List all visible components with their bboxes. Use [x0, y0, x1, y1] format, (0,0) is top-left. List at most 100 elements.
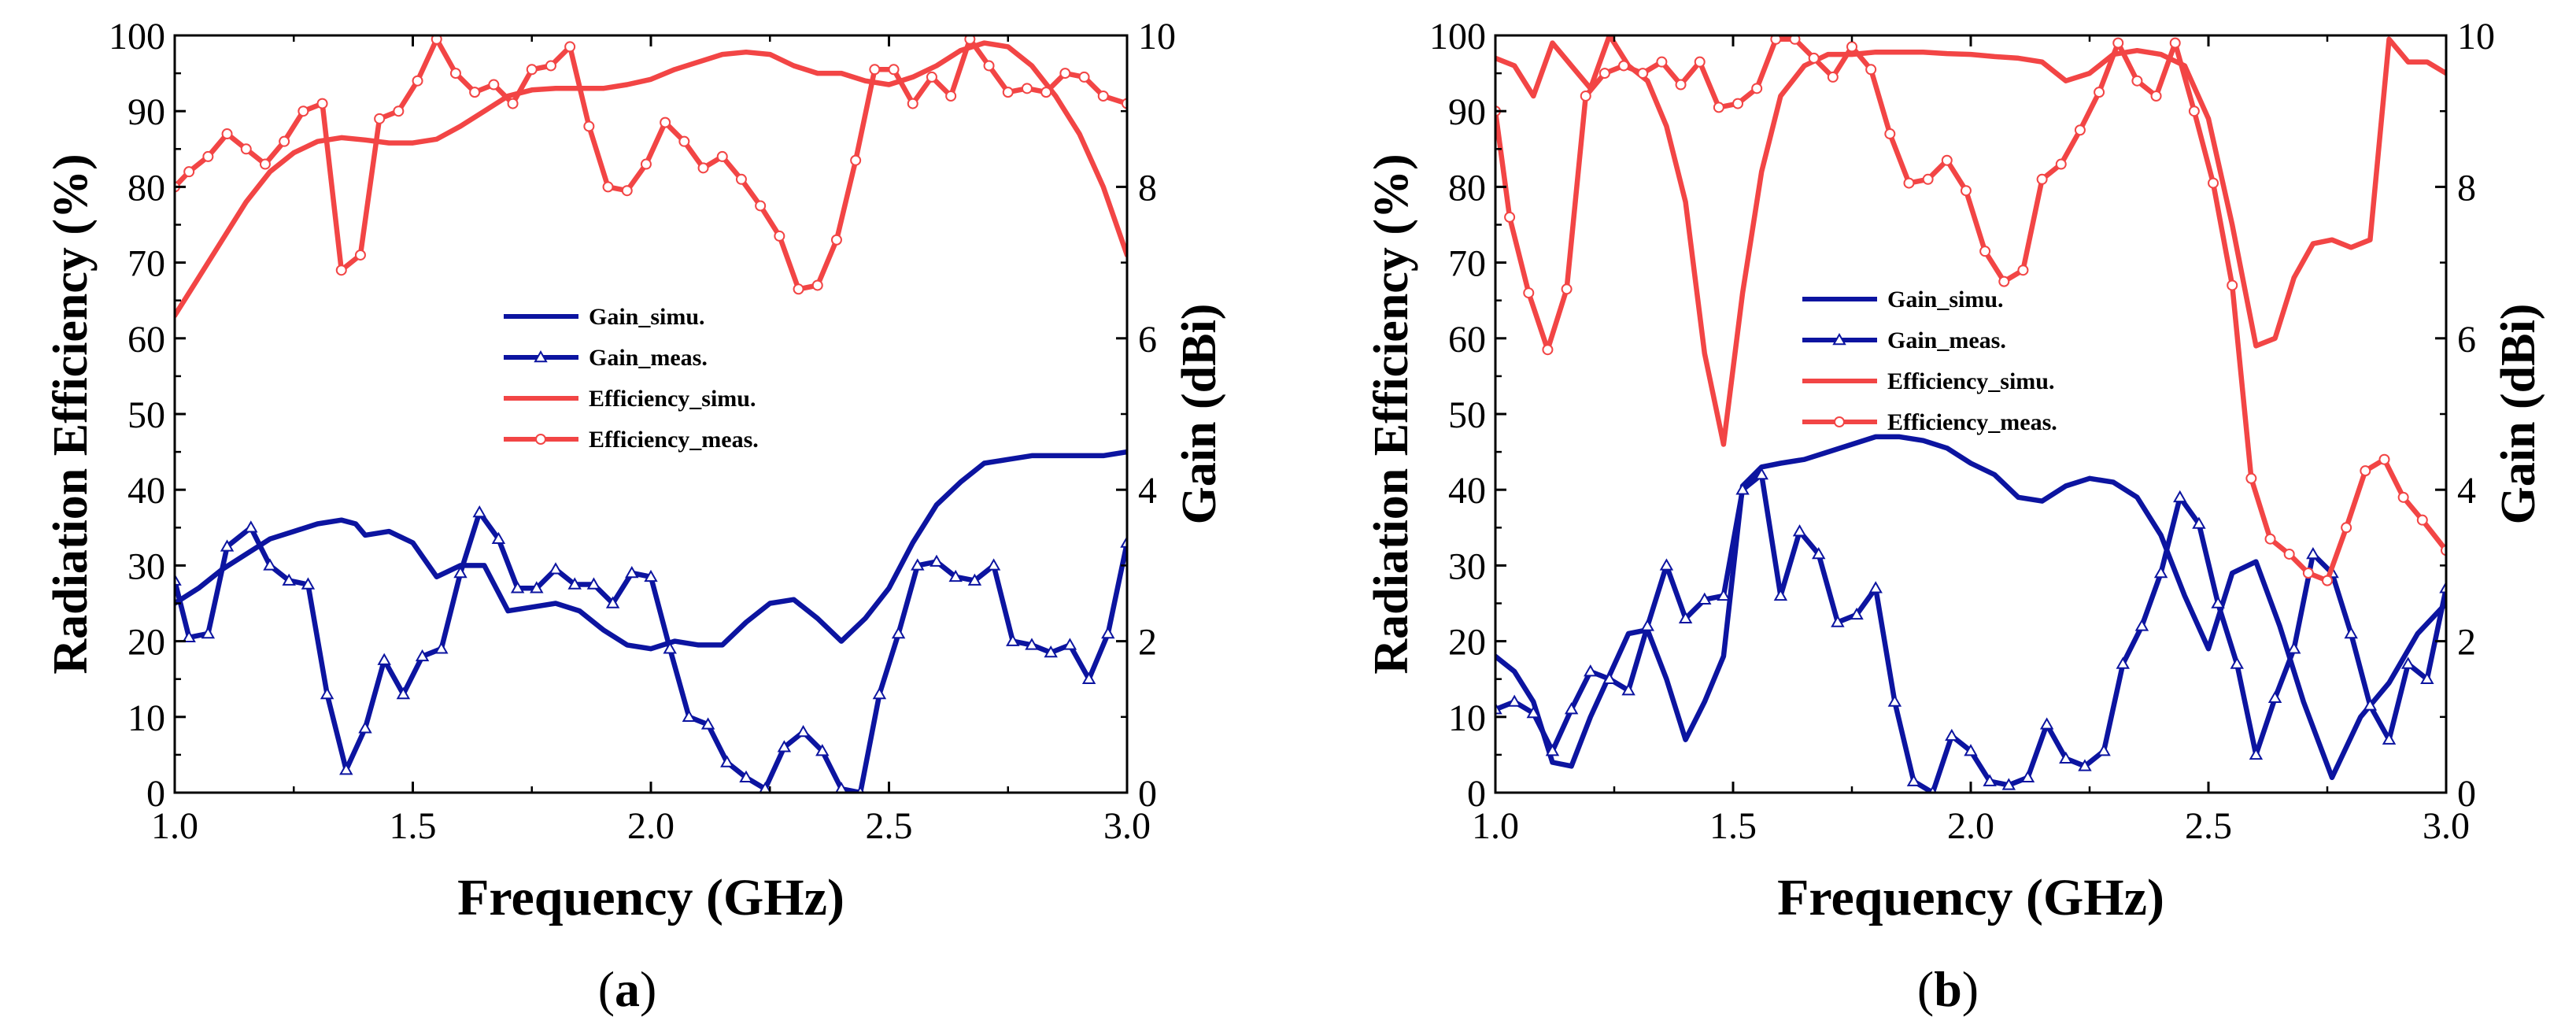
x-axis-label: Frequency (GHz) [1777, 869, 2164, 926]
point-gain-meas [796, 725, 811, 738]
point-gain-meas [1101, 626, 1115, 639]
point-efficiency-meas [1561, 283, 1573, 295]
point-efficiency-meas [2188, 105, 2200, 117]
point-gain-meas [625, 566, 639, 579]
x-tick-label: 2.5 [2185, 805, 2232, 847]
point-efficiency-meas [2208, 177, 2219, 189]
point-efficiency-meas [2150, 90, 2162, 102]
y-left-axis-label: Radiation Efficiency (%) [44, 153, 98, 674]
legend-label: Efficiency_simu. [589, 386, 756, 412]
point-efficiency-meas [945, 90, 957, 102]
point-gain-meas [777, 740, 792, 753]
point-gain-meas [1545, 744, 1560, 756]
legend-label: Gain_simu. [589, 304, 705, 330]
point-efficiency-meas [1713, 102, 1724, 113]
point-efficiency-meas [1580, 90, 1591, 102]
y-left-tick-label: 100 [1429, 16, 1486, 57]
point-efficiency-meas [1903, 177, 1915, 189]
point-efficiency-meas [869, 64, 881, 76]
y-left-tick-label: 40 [1448, 470, 1486, 512]
series-line-gain-simu [175, 449, 1127, 652]
point-gain-meas [1906, 774, 1921, 786]
point-gain-meas [396, 686, 411, 700]
point-gain-meas [739, 770, 753, 783]
point-gain-meas [358, 721, 372, 734]
point-gain-meas [605, 596, 620, 608]
point-efficiency-meas [1002, 87, 1014, 98]
point-gain-meas [948, 569, 963, 582]
point-gain-meas [2059, 751, 2073, 764]
point-efficiency-meas [2245, 472, 2257, 484]
point-gain-meas [320, 686, 334, 700]
x-tick-label: 1.0 [151, 805, 198, 847]
point-gain-meas [175, 573, 182, 586]
point-efficiency-meas [2264, 533, 2276, 545]
point-gain-meas [201, 626, 216, 639]
point-gain-meas [663, 642, 677, 654]
point-gain-meas [759, 782, 772, 793]
point-gain-meas [244, 520, 258, 533]
point-efficiency-meas [1808, 52, 1820, 64]
legend-marker [535, 434, 546, 445]
y-left-tick-label: 50 [128, 394, 165, 436]
point-gain-meas [1983, 774, 1997, 786]
point-efficiency-meas [1960, 185, 1972, 197]
point-gain-meas [2400, 656, 2415, 669]
point-efficiency-meas [735, 173, 747, 185]
point-efficiency-meas [660, 116, 671, 128]
point-efficiency-meas [279, 135, 290, 147]
point-efficiency-meas [2074, 124, 2086, 136]
point-efficiency-meas [1021, 83, 1033, 94]
point-efficiency-meas [507, 98, 519, 109]
point-efficiency-meas [526, 64, 538, 76]
y-left-tick-label: 10 [1448, 697, 1486, 739]
point-gain-meas [2039, 717, 2054, 730]
y-right-tick-label: 8 [1138, 167, 1157, 209]
point-gain-meas [2230, 656, 2244, 669]
point-gain-meas [1678, 611, 1693, 623]
point-gain-meas [1507, 694, 1521, 707]
point-efficiency-meas [183, 166, 195, 178]
y-right-tick-label: 10 [2457, 16, 2495, 57]
series-line-efficiency-simu [175, 40, 1127, 319]
point-efficiency-meas [1656, 56, 1668, 68]
point-efficiency-meas [2322, 575, 2333, 586]
point-gain-meas [2420, 671, 2434, 684]
point-gain-meas [549, 562, 563, 575]
point-efficiency-meas [1979, 246, 1991, 257]
y-right-tick-label: 6 [2457, 319, 2476, 361]
point-efficiency-meas [1523, 287, 1535, 299]
point-gain-meas [2439, 581, 2446, 594]
point-gain-meas [891, 626, 906, 639]
legend-label: Efficiency_simu. [1887, 368, 2054, 394]
point-efficiency-meas [2378, 453, 2390, 465]
point-gain-meas [2363, 698, 2378, 711]
point-efficiency-meas [1675, 79, 1687, 91]
point-gain-meas [2078, 759, 2092, 771]
point-efficiency-meas [2227, 279, 2238, 291]
panel-label-letter: a [615, 961, 640, 1017]
y-left-tick-label: 90 [1448, 91, 1486, 133]
point-efficiency-meas [907, 98, 918, 109]
point-gain-meas [220, 539, 235, 552]
panel-label-open: ( [598, 961, 615, 1017]
point-gain-meas [2153, 566, 2168, 579]
point-efficiency-meas [1922, 173, 1934, 185]
x-tick-label: 1.5 [1709, 805, 1757, 847]
legend: Gain_simu. Gain_meas. Efficiency_simu. Effi… [1802, 287, 2057, 435]
y-left-tick-label: 40 [128, 470, 165, 512]
point-gain-meas [339, 763, 353, 775]
x-tick-label: 2.5 [866, 805, 913, 847]
point-efficiency-meas [1732, 98, 1744, 109]
point-efficiency-meas [1078, 71, 1090, 83]
point-efficiency-meas [755, 200, 767, 212]
y-left-tick-label: 60 [1448, 319, 1486, 361]
point-efficiency-meas [564, 41, 576, 53]
point-gain-meas [2344, 626, 2358, 639]
point-efficiency-meas [1542, 344, 1554, 356]
point-efficiency-meas [1789, 35, 1801, 45]
point-gain-meas [2020, 770, 2035, 783]
series-line-gain-meas [175, 509, 1127, 793]
y-right-tick-label: 2 [2457, 622, 2476, 664]
plot-area [1495, 35, 2446, 793]
